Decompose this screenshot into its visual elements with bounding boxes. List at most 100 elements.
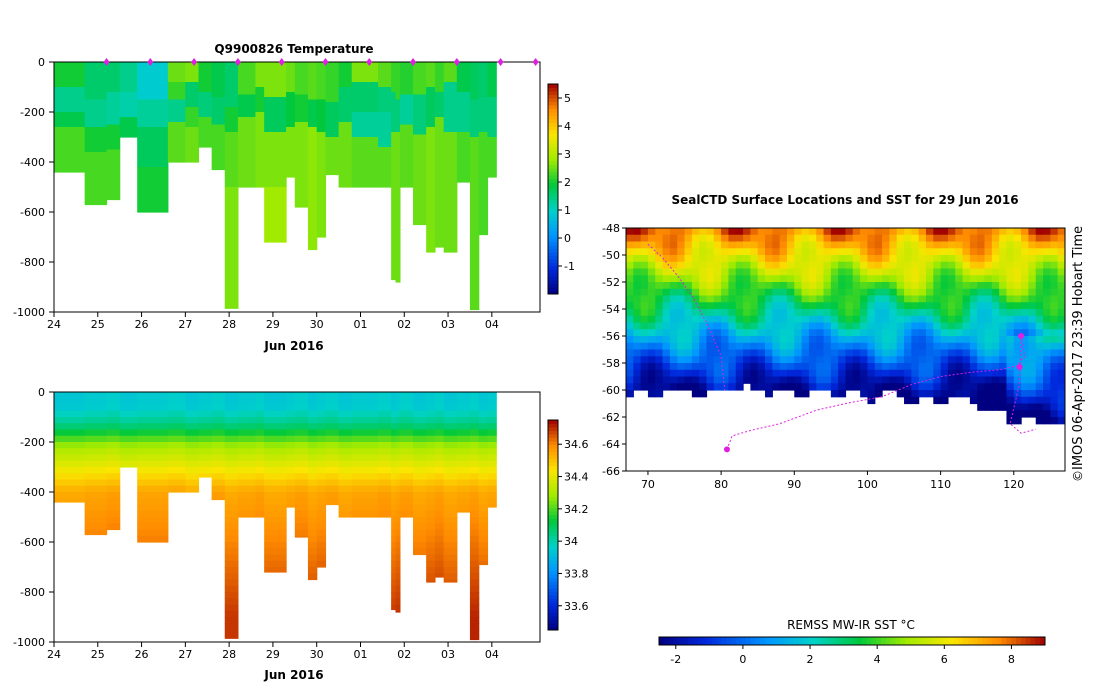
salinity-colorbar-segment [548, 542, 558, 547]
sst-cell [801, 255, 810, 263]
sst-cell [655, 295, 664, 303]
salinity-cell [338, 448, 353, 456]
sst-cell [713, 342, 722, 351]
sst-cell [882, 342, 890, 351]
salinity-cell [54, 429, 86, 437]
salinity-cell [255, 485, 265, 493]
salinity-cell [399, 479, 414, 487]
sst-cell [962, 322, 971, 330]
sst-cell [786, 336, 795, 344]
salinity-cell [395, 473, 401, 481]
sst-cell [991, 396, 1000, 405]
sst-map-panel: SealCTD Surface Locations and SST for 29… [602, 193, 1086, 666]
sst-cell [867, 241, 876, 249]
salinity-cell [211, 454, 226, 462]
salinity-cell [185, 435, 200, 443]
salinity-cell [478, 423, 489, 431]
sst-cell [677, 288, 686, 297]
salinity-cell [399, 398, 414, 406]
sst-cell [823, 255, 832, 263]
sst-cell [1050, 390, 1059, 398]
sst-cell [728, 302, 737, 310]
salinity-cell [391, 423, 397, 431]
sst-cell [816, 248, 825, 256]
salinity-cell [224, 392, 239, 399]
sst-cell [626, 261, 634, 270]
temperature-cell [224, 187, 239, 309]
salinity-colorbar-segment [548, 451, 558, 456]
sst-cell [626, 315, 634, 324]
sst-cell [860, 255, 869, 263]
sst-colorbar-segment [972, 637, 978, 645]
salinity-cell [224, 629, 239, 637]
sst-cell [794, 234, 803, 243]
sst-cell [1035, 410, 1044, 418]
salinity-cell [106, 498, 121, 506]
sst-cell [984, 268, 993, 276]
sst-colorbar-segment [794, 637, 800, 645]
salinity-cell [395, 573, 401, 581]
sst-cell [808, 282, 817, 290]
sst-cell [838, 376, 847, 384]
temperature-cell [325, 62, 340, 103]
sst-colorbar-segment [760, 637, 766, 645]
sst-cell [779, 241, 788, 249]
sst-cell [1013, 383, 1022, 391]
sst-cell [677, 342, 686, 351]
temperature-colorbar-segment [548, 150, 558, 155]
salinity-cell [316, 460, 327, 468]
sst-cell [823, 315, 832, 324]
salinity-cell [443, 485, 458, 493]
sst-cell [721, 234, 730, 243]
sst-cell [662, 342, 671, 351]
salinity-cell [395, 454, 401, 462]
sst-cell [1043, 356, 1051, 364]
sst-cell [1021, 342, 1030, 351]
sst-cell [728, 369, 737, 378]
sst-cell [882, 255, 890, 263]
sst-cell [662, 369, 671, 378]
salinity-cell [264, 410, 287, 418]
sst-cell [721, 228, 730, 236]
salinity-cell [167, 479, 186, 487]
temperature-colorbar-segment [548, 217, 558, 221]
profile-marker [532, 58, 539, 66]
sst-cell [918, 295, 927, 303]
salinity-cell [237, 398, 257, 406]
salinity-cell [264, 535, 287, 543]
salinity-cell [264, 448, 287, 456]
sst-cell [713, 234, 722, 243]
sst-cell [669, 376, 678, 384]
sst-cell [765, 342, 773, 351]
sst-cell [852, 288, 861, 297]
salinity-cell [316, 554, 327, 562]
salinity-cell [413, 423, 427, 431]
sst-cell [874, 383, 883, 391]
salinity-cell [395, 448, 401, 456]
sst-cell [728, 288, 737, 297]
sst-cell [925, 275, 934, 283]
salinity-cell [237, 504, 257, 512]
sst-cell [1050, 234, 1059, 243]
sst-cell [640, 268, 649, 276]
sst-cell [1057, 349, 1065, 357]
salinity-cell [211, 435, 226, 443]
sst-cell [1028, 302, 1037, 310]
salinity-cell [119, 429, 138, 437]
sst-cell [969, 329, 978, 337]
sst-cell [669, 309, 678, 317]
salinity-cell [198, 429, 213, 437]
salinity-cell [469, 635, 480, 641]
sst-map-frame [625, 227, 1066, 472]
sst-cell [947, 261, 956, 270]
salinity-cell [399, 460, 414, 468]
sst-cell [640, 288, 649, 297]
sst-cell [647, 234, 656, 243]
sst-cell [801, 349, 810, 357]
sst-cell [925, 282, 934, 290]
salinity-cell [54, 398, 86, 406]
salinity-cell [84, 517, 108, 524]
sst-cell [735, 322, 744, 330]
sst-cell [925, 268, 934, 276]
sst-cell [735, 261, 744, 270]
